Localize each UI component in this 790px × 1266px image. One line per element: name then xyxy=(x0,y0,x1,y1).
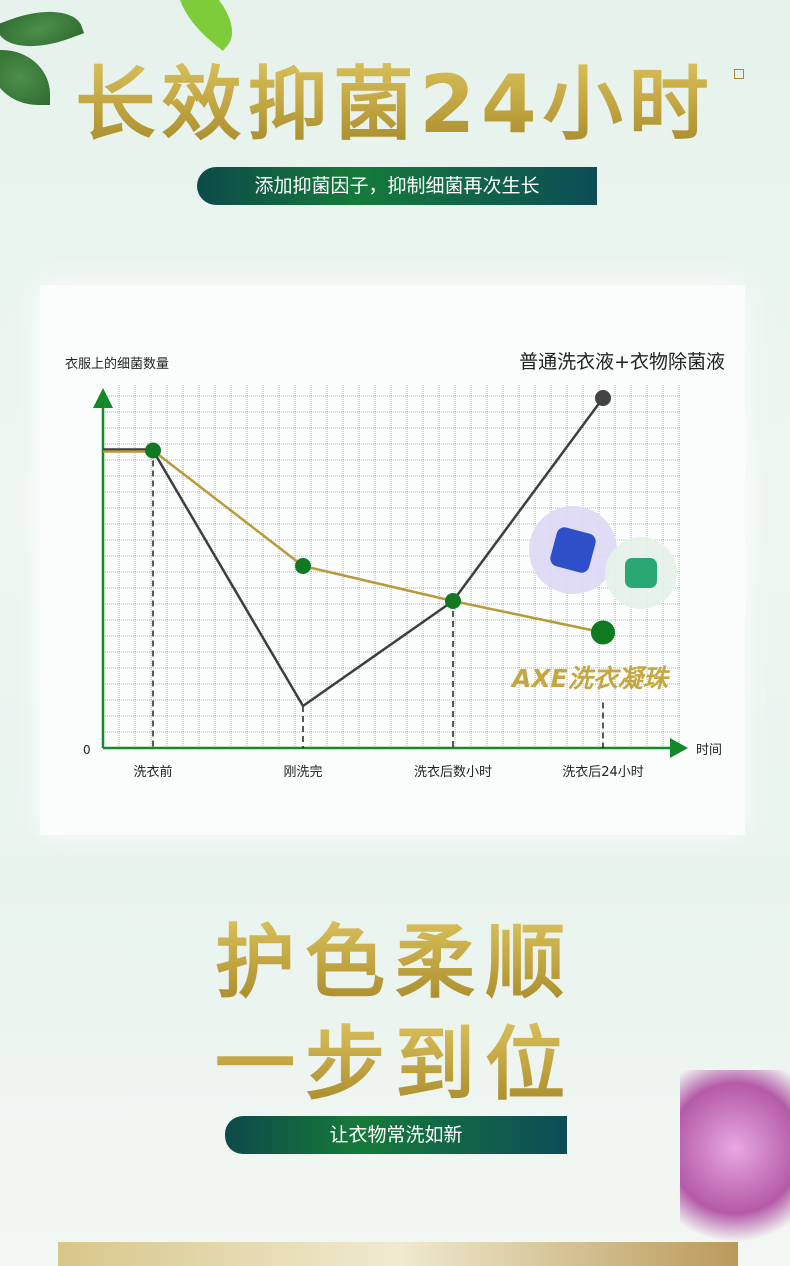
section-title-line1: 护色柔顺 xyxy=(0,918,790,1008)
x-tick-label: 洗衣后数小时 xyxy=(414,764,492,780)
y-axis-arrow xyxy=(93,388,113,408)
blue-pod-core xyxy=(550,527,596,573)
axe-data-point xyxy=(591,620,615,645)
series-line xyxy=(152,449,604,634)
legend-ordinary: 普通洗衣液+衣物除菌液 xyxy=(519,351,725,373)
axe-data-point xyxy=(145,442,161,459)
axe-data-point xyxy=(295,558,311,574)
legend-axe: AXE洗衣凝珠 xyxy=(510,664,671,693)
y-origin-label: 0 xyxy=(83,743,91,757)
series-line xyxy=(151,397,605,708)
main-title: 长效抑菌24小时 xyxy=(0,60,790,150)
square-mark xyxy=(734,69,744,79)
bottom-image-strip xyxy=(58,1242,738,1266)
y-axis-label: 衣服上的细菌数量 xyxy=(65,356,169,372)
x-axis-arrow xyxy=(670,738,688,758)
leaf-decoration xyxy=(161,0,249,52)
lilac-flower-image xyxy=(680,1070,790,1266)
x-tick-label: 洗衣后24小时 xyxy=(562,764,644,780)
green-pod-core xyxy=(625,558,657,588)
subtitle-banner: 添加抑菌因子，抑制细菌再次生长 xyxy=(197,167,597,205)
x-tick-label: 刚洗完 xyxy=(283,765,322,780)
axe-data-point xyxy=(445,593,461,609)
section-title-line2: 一步到位 xyxy=(0,1020,790,1110)
section-subtitle-banner: 让衣物常洗如新 xyxy=(225,1116,567,1154)
x-axis-label: 时间 xyxy=(696,743,722,758)
x-tick-label: 洗衣前 xyxy=(133,764,172,780)
ordinary-data-point xyxy=(595,390,611,406)
